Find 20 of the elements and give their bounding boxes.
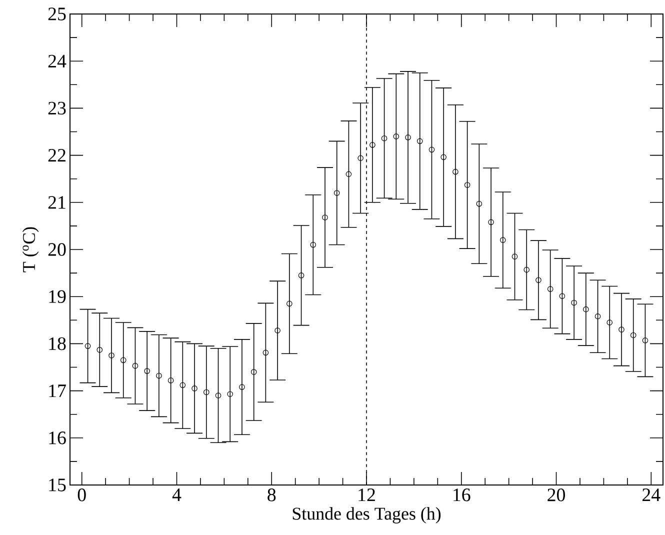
x-tick-label: 12 [358,488,375,502]
y-tick-label: 25 [48,8,66,20]
y-tick-label: 15 [49,478,66,492]
y-tick-label: 18 [49,337,66,350]
y-tick-label: 24 [48,54,66,68]
x-tick-label: 4 [172,488,182,501]
x-tick-label: 16 [454,488,470,502]
y-tick-label: 17 [49,384,66,398]
y-tick-label: 16 [49,432,66,444]
y-tick-label: 19 [49,290,66,303]
y-axis-title: T ($^{o}$C) [22,227,39,272]
y-tick-label: 22 [48,149,66,162]
y-tick-label: 20 [48,243,66,256]
x-tick-label: 0 [78,488,86,502]
y-tick-label: 23 [48,102,66,115]
x-tick-label: 8 [268,488,276,502]
x-tick-label: 24 [642,488,660,502]
x-axis-title: Stunde des Tages (h) [292,507,441,524]
x-tick-label: 20 [548,488,565,502]
y-tick-label: 21 [48,196,66,209]
